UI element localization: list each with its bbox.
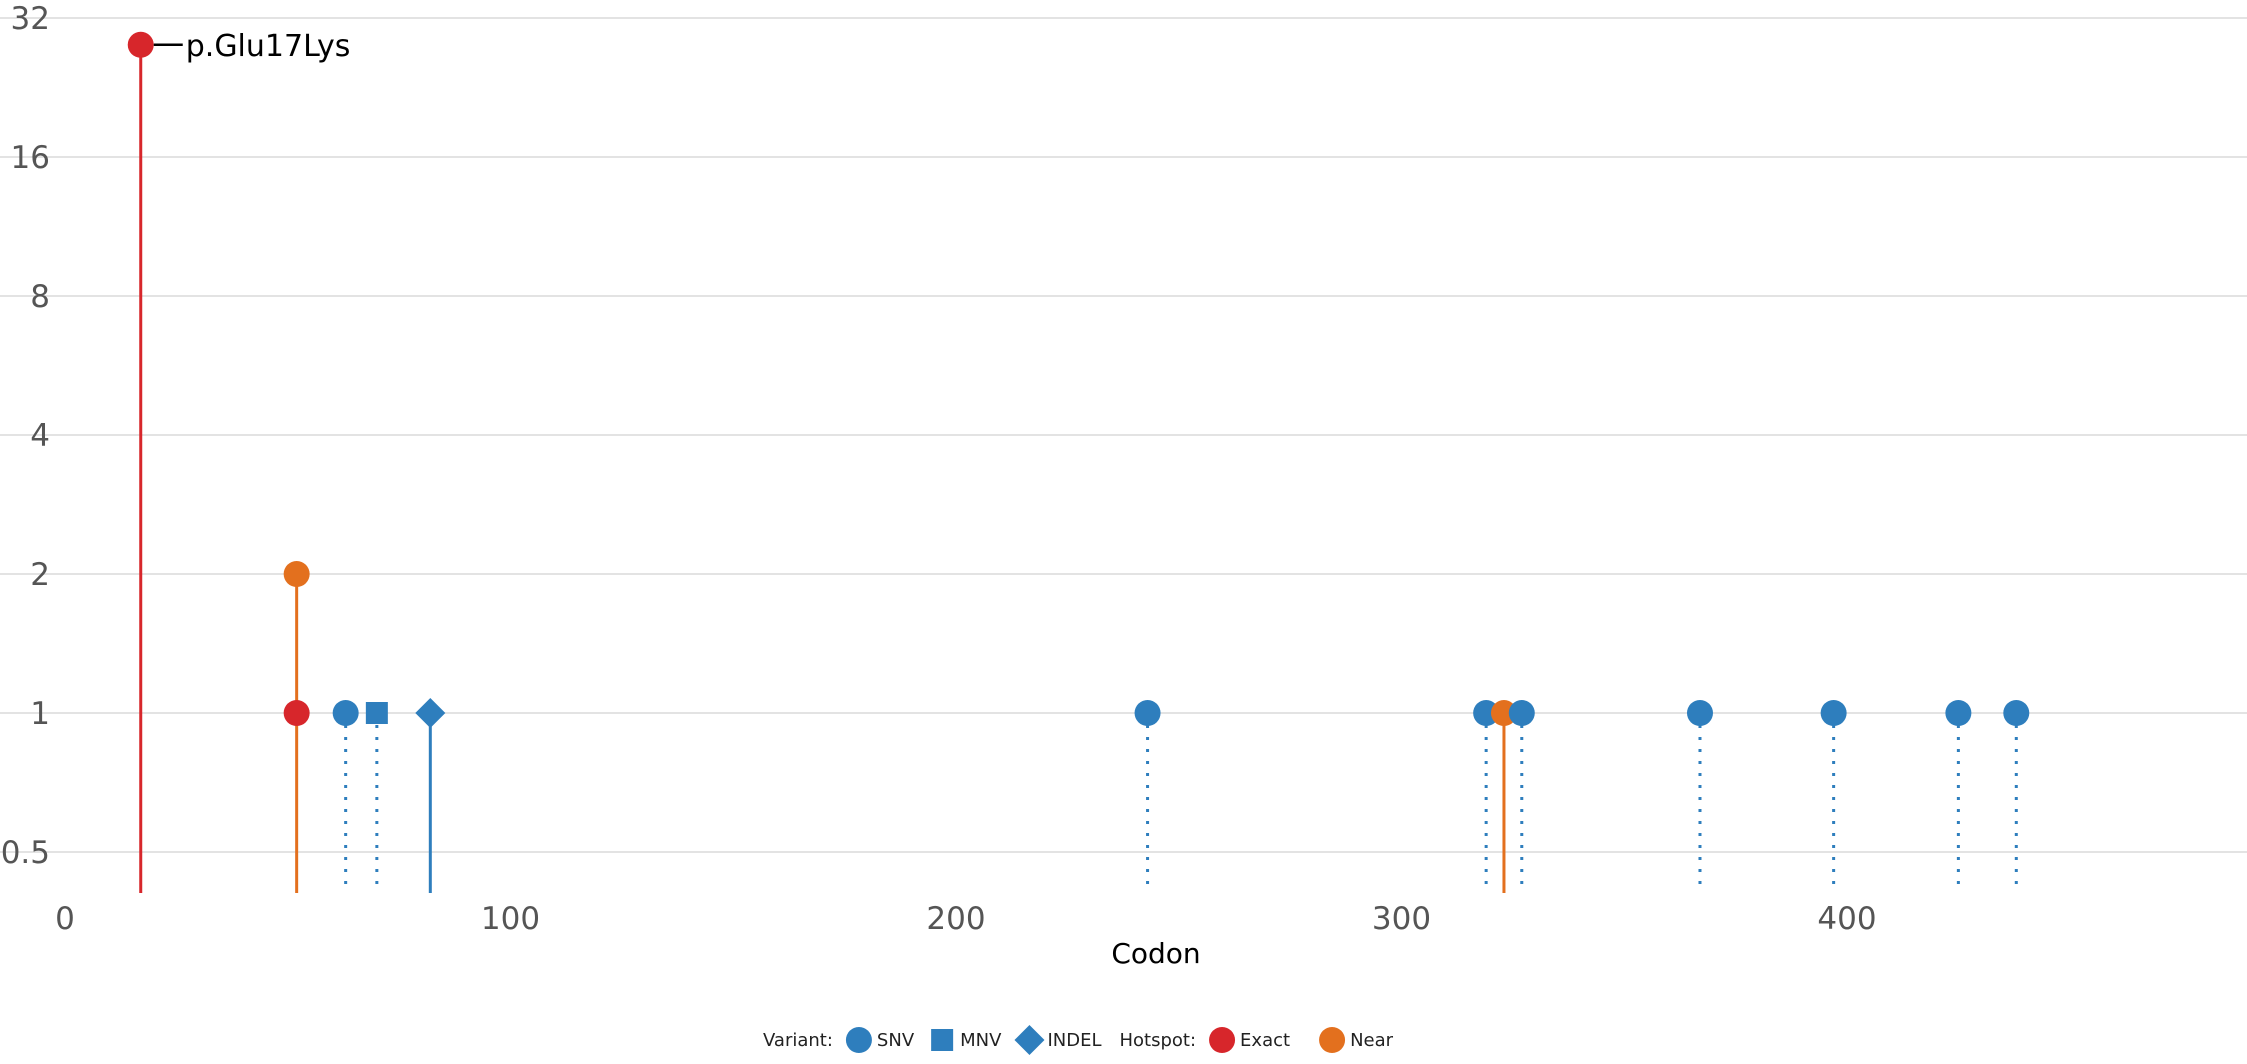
snv-circle-marker <box>2003 700 2030 726</box>
snv-circle-marker <box>283 561 310 587</box>
annotation-layer: p.Glu17Lys <box>153 29 351 64</box>
snv-circle-marker <box>1473 700 1500 726</box>
legend-snv-circle-icon <box>845 1027 872 1053</box>
y-tick-label: 1 <box>30 696 50 732</box>
y-tick-label: 4 <box>30 418 50 454</box>
indel-diamond-marker <box>415 698 446 728</box>
annotation-label: p.Glu17Lys <box>186 29 351 64</box>
snv-circle-marker <box>283 700 310 726</box>
y-tick-label: 2 <box>30 557 50 593</box>
grid-layer <box>0 17 2247 853</box>
legend-exact-circle-icon <box>1209 1027 1236 1053</box>
point-layer <box>127 31 2030 728</box>
legend-variant-title: Variant: <box>763 1030 833 1051</box>
x-axis-title: Codon <box>1111 937 1200 970</box>
legend-mnv-square-icon <box>931 1029 954 1051</box>
x-tick-label: 100 <box>481 901 540 937</box>
legend-item-label: INDEL <box>1047 1030 1101 1051</box>
y-tick-label: 0.5 <box>1 835 50 871</box>
x-tick-label: 300 <box>1372 901 1431 937</box>
x-tick-labels: 0 100 200 300 400 <box>55 901 1876 937</box>
legend-indel-diamond-icon <box>1014 1025 1045 1055</box>
snv-circle-marker <box>127 31 154 58</box>
y-tick-labels: 0.5 1 2 4 8 16 32 <box>1 1 50 871</box>
snv-circle-marker <box>1508 700 1535 726</box>
snv-circle-marker <box>1134 700 1161 726</box>
x-tick-label: 0 <box>55 901 75 937</box>
legend-item-label: Exact <box>1240 1030 1290 1051</box>
y-tick-label: 16 <box>11 140 50 176</box>
legend: Variant: SNV MNV INDEL Hotspot: Exact Near <box>763 1025 1394 1055</box>
legend-item-label: SNV <box>877 1030 915 1051</box>
legend-near-circle-icon <box>1319 1027 1346 1053</box>
legend-item-label: MNV <box>960 1030 1002 1051</box>
x-tick-label: 400 <box>1817 901 1876 937</box>
snv-circle-marker <box>1945 700 1972 726</box>
snv-circle-marker <box>332 700 359 726</box>
snv-circle-marker <box>1490 700 1517 726</box>
mnv-square-marker <box>365 702 388 724</box>
stem-layer <box>139 44 2018 893</box>
y-tick-label: 32 <box>11 1 50 37</box>
legend-item-label: Near <box>1350 1030 1394 1051</box>
snv-circle-marker <box>1686 700 1713 726</box>
x-tick-label: 200 <box>926 901 985 937</box>
legend-hotspot-title: Hotspot: <box>1120 1030 1197 1051</box>
snv-circle-marker <box>1820 700 1847 726</box>
y-tick-label: 8 <box>30 279 50 315</box>
